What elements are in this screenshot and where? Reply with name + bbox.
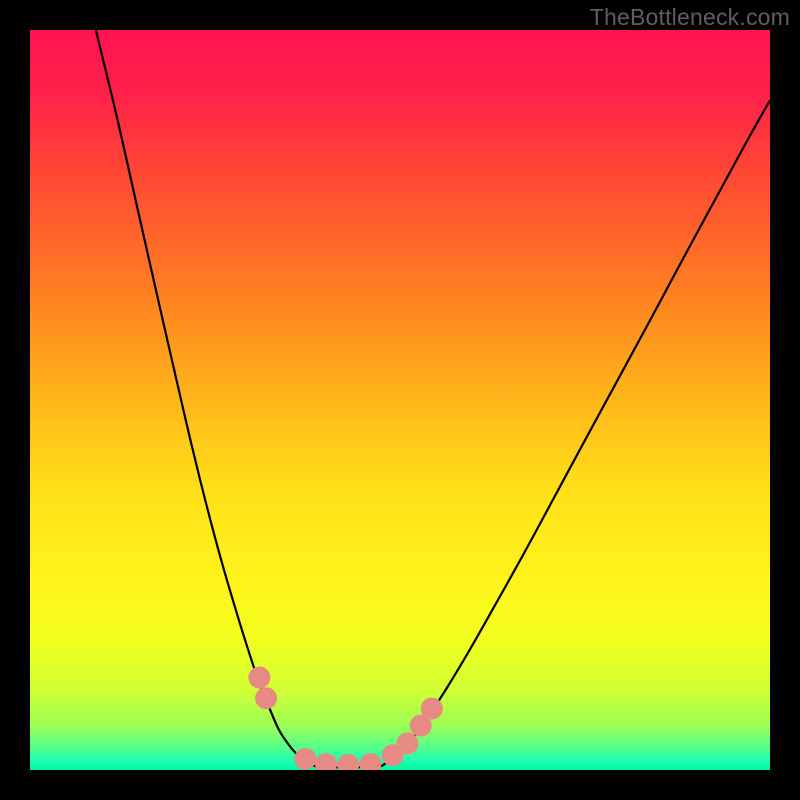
- marker-group: [248, 667, 442, 771]
- curve-marker: [294, 748, 316, 770]
- curve-layer: [30, 30, 770, 770]
- curve-marker: [396, 732, 418, 754]
- curve-marker: [315, 753, 337, 770]
- bottleneck-curve: [96, 30, 770, 767]
- watermark-text: TheBottleneck.com: [590, 4, 790, 31]
- curve-marker: [421, 698, 443, 720]
- curve-marker: [255, 687, 277, 709]
- curve-marker: [248, 667, 270, 689]
- curve-marker: [359, 753, 381, 770]
- curve-marker: [337, 754, 359, 770]
- chart-container: TheBottleneck.com: [0, 0, 800, 800]
- plot-area: [30, 30, 770, 770]
